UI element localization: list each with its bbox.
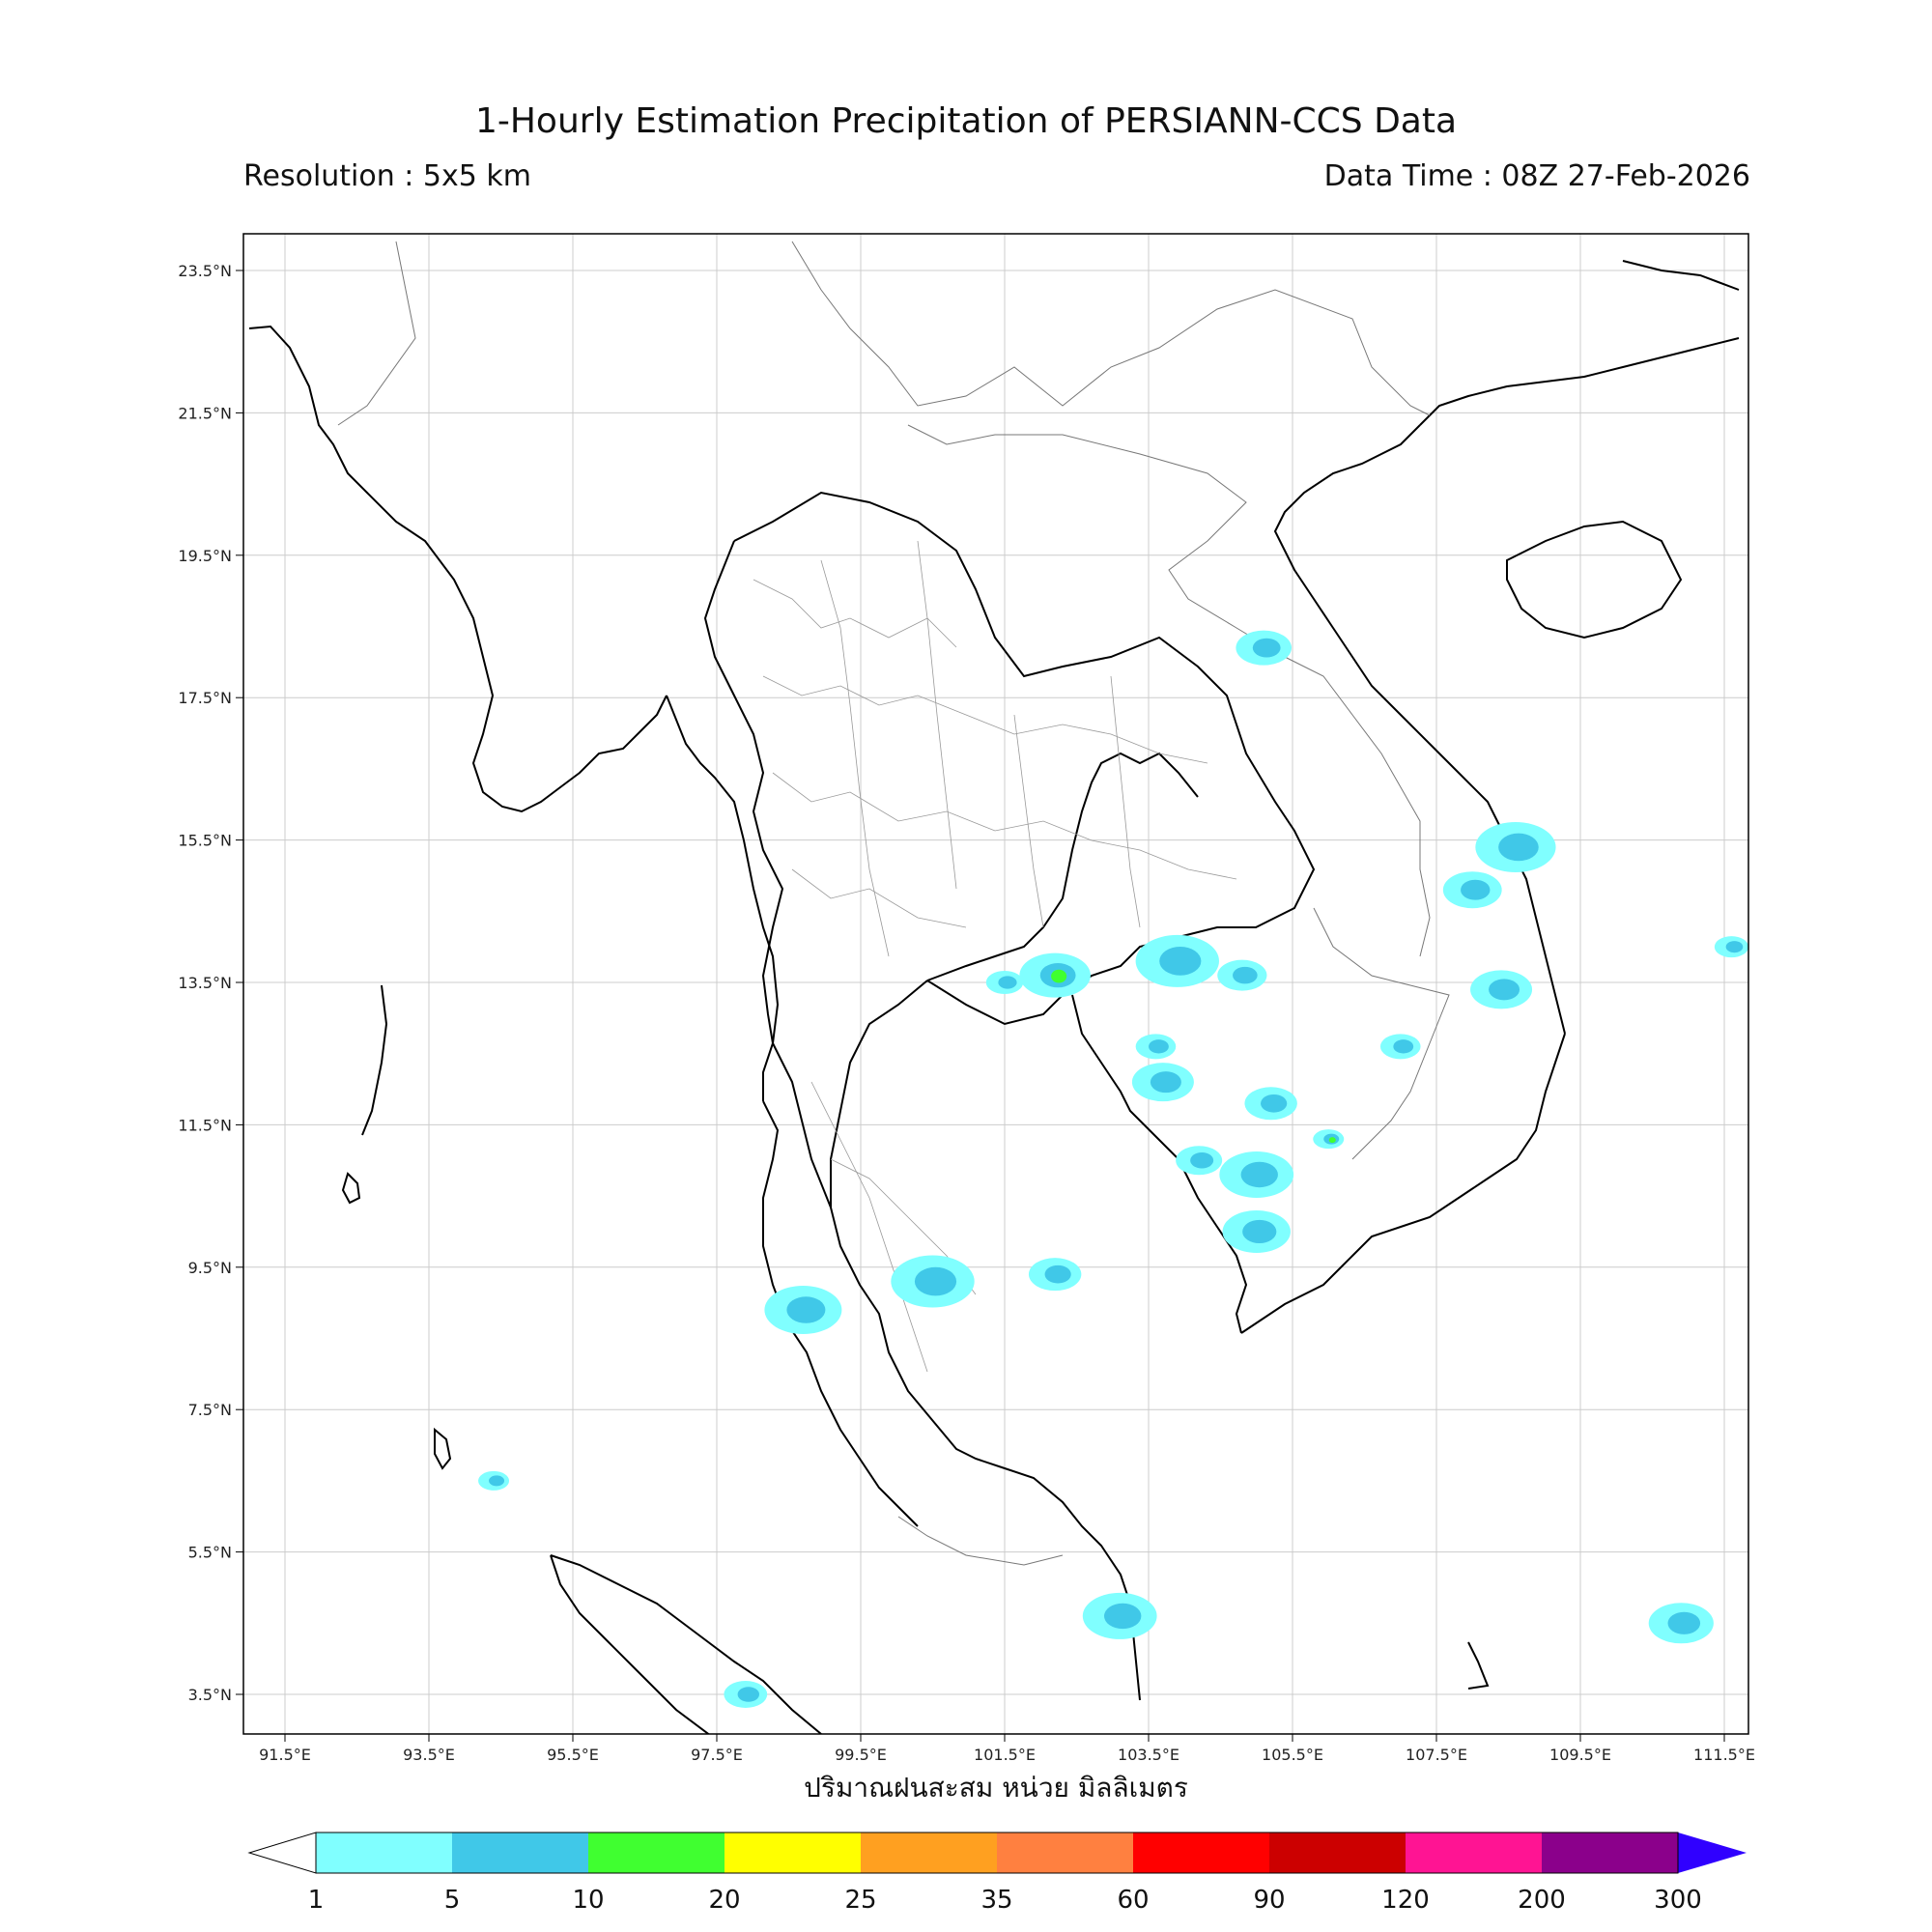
rain-layer xyxy=(478,630,1748,1708)
lat-tick-label: 9.5°N xyxy=(188,1259,232,1277)
rain-cell-core xyxy=(1498,833,1539,862)
lon-tick-label: 93.5°E xyxy=(403,1746,455,1764)
data-time-label: Data Time : 08Z 27-Feb-2026 xyxy=(1323,159,1750,193)
colorbar-label: 25 xyxy=(844,1886,876,1915)
lon-tick-label: 91.5°E xyxy=(259,1746,311,1764)
rain-cell-core xyxy=(1240,1161,1278,1188)
colorbar-label: 60 xyxy=(1117,1886,1149,1915)
lon-tick-label: 107.5°E xyxy=(1406,1746,1467,1764)
colorbar-label: 1 xyxy=(308,1886,325,1915)
rain-cell-core xyxy=(1252,638,1281,658)
rain-cell-core xyxy=(914,1266,957,1296)
lat-tick-label: 5.5°N xyxy=(188,1544,232,1562)
lat-tick-label: 17.5°N xyxy=(178,689,232,707)
colorbar-label: 20 xyxy=(708,1886,740,1915)
lat-tick-label: 7.5°N xyxy=(188,1401,232,1419)
rain-cell-core xyxy=(1149,1039,1169,1054)
lat-tick-label: 13.5°N xyxy=(178,974,232,992)
colorbar-frame xyxy=(315,1832,1679,1874)
rain-cell-core xyxy=(1150,1071,1181,1094)
rain-cell-core xyxy=(1159,947,1202,976)
colorbar-label: 35 xyxy=(980,1886,1012,1915)
colorbar-segment xyxy=(316,1833,452,1873)
rain-cell-core xyxy=(1044,1264,1071,1284)
colorbar-label: 120 xyxy=(1381,1886,1430,1915)
colorbar: 1 5 10 20 25 35 60 90 120 200 300 xyxy=(247,1832,1747,1915)
colorbar-label: 10 xyxy=(572,1886,604,1915)
lat-tick-label: 21.5°N xyxy=(178,404,232,422)
thailand-districts xyxy=(753,540,1237,1373)
lat-tick-label: 23.5°N xyxy=(178,262,232,280)
colorbar-segment xyxy=(997,1833,1133,1873)
resolution-label: Resolution : 5x5 km xyxy=(243,159,531,193)
colorbar-segment xyxy=(724,1833,861,1873)
lon-tick-label: 99.5°E xyxy=(835,1746,887,1764)
rain-cell-core xyxy=(786,1296,826,1323)
lat-tick-label: 11.5°N xyxy=(178,1116,232,1134)
map-frame xyxy=(242,233,1749,1735)
colorbar-segment xyxy=(861,1833,997,1873)
rain-cell-core xyxy=(998,976,1017,989)
rain-cell-core xyxy=(737,1687,759,1702)
lon-tick-label: 111.5°E xyxy=(1693,1746,1755,1764)
colorbar-label: 300 xyxy=(1654,1886,1702,1915)
rain-cell-core xyxy=(1725,941,1744,953)
rain-cell-core xyxy=(1393,1039,1414,1054)
colorbar-extend-min xyxy=(247,1832,317,1874)
rain-cell-core xyxy=(1104,1603,1142,1630)
colorbar-segment xyxy=(1542,1833,1678,1873)
lon-tick-label: 109.5°E xyxy=(1549,1746,1611,1764)
rain-cell-peak xyxy=(1328,1137,1336,1144)
colorbar-segment xyxy=(1269,1833,1406,1873)
x-axis-label: ปริมาณฝนสะสม หน่วย มิลลิเมตร xyxy=(804,1772,1188,1804)
colorbar-segment xyxy=(588,1833,724,1873)
rain-cell-core xyxy=(1190,1152,1214,1169)
colorbar-extend-max xyxy=(1678,1833,1747,1873)
lon-tick-label: 105.5°E xyxy=(1262,1746,1323,1764)
lon-tick-label: 95.5°E xyxy=(547,1746,599,1764)
rain-cell-core xyxy=(1261,1094,1288,1113)
colorbar-label: 200 xyxy=(1518,1886,1566,1915)
lat-tick-label: 3.5°N xyxy=(188,1686,232,1704)
latitude-ticks: 23.5°N 21.5°N 19.5°N 17.5°N 15.5°N 13.5°N 11.5… xyxy=(178,262,243,1704)
lat-tick-label: 19.5°N xyxy=(178,547,232,565)
colorbar-segment xyxy=(452,1833,588,1873)
graticule xyxy=(243,234,1748,1734)
colorbar-label: 5 xyxy=(444,1886,461,1915)
thailand-provinces xyxy=(703,491,1316,1208)
lon-tick-label: 97.5°E xyxy=(691,1746,743,1764)
longitude-ticks: 91.5°E 93.5°E 95.5°E 97.5°E 99.5°E 101.5°E 103… xyxy=(259,1734,1755,1764)
rain-cell-core xyxy=(1461,879,1491,900)
rain-cell-core xyxy=(1233,966,1258,984)
rain-cell-core xyxy=(1489,979,1520,1001)
lon-tick-label: 101.5°E xyxy=(974,1746,1036,1764)
colorbar-segment xyxy=(1406,1833,1542,1873)
colorbar-segment xyxy=(1133,1833,1269,1873)
rain-cell-core xyxy=(489,1475,505,1487)
lon-tick-label: 103.5°E xyxy=(1118,1746,1179,1764)
rain-cell-peak xyxy=(1051,969,1067,983)
rain-cell-core xyxy=(1667,1611,1701,1634)
country-borders xyxy=(337,241,1450,1566)
rain-cell-core xyxy=(1242,1219,1277,1244)
colorbar-label: 90 xyxy=(1253,1886,1285,1915)
chart-title: 1-Hourly Estimation Precipitation of PER… xyxy=(474,101,1458,141)
lat-tick-label: 15.5°N xyxy=(178,832,232,850)
